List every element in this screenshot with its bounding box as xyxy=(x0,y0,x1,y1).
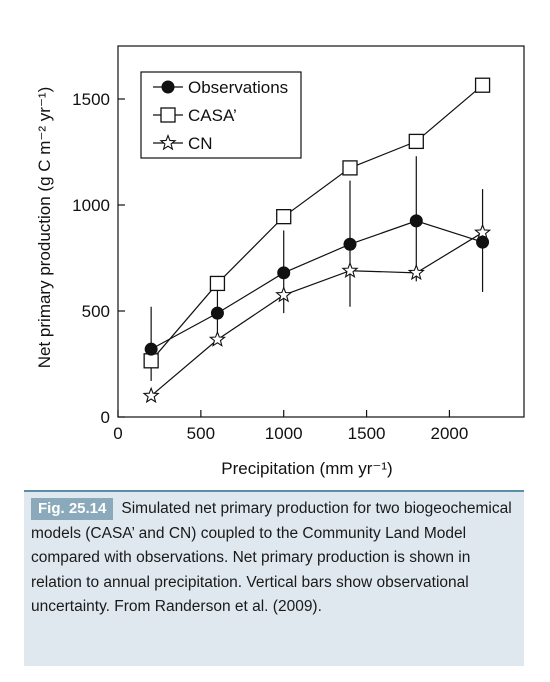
data-point xyxy=(408,133,424,150)
data-point xyxy=(476,235,490,249)
x-tick-label: 1000 xyxy=(265,424,303,443)
npp-chart: 0 500 1000 1500 2000 0 500 1000 1500 Precipitatio… xyxy=(35,45,525,478)
caption-text: Simulated net primary production for two… xyxy=(31,500,512,615)
data-point xyxy=(142,386,160,404)
legend-entry: Observations xyxy=(188,78,288,97)
x-tick-label: 1500 xyxy=(348,424,386,443)
legend-marker xyxy=(159,133,177,151)
y-axis-label: Net primary production (g C m⁻² yr⁻¹) xyxy=(35,87,54,369)
legend-marker xyxy=(160,107,176,123)
data-point xyxy=(341,261,359,279)
data-point xyxy=(474,77,491,93)
data-point xyxy=(209,275,226,292)
y-tick-label: 1500 xyxy=(72,90,110,109)
legend-entry: CN xyxy=(188,134,213,153)
figure-caption: Fig. 25.14 Simulated net primary producti… xyxy=(24,490,524,666)
x-tick-label: 2000 xyxy=(431,424,469,443)
data-point xyxy=(277,266,291,280)
x-axis-label: Precipitation (mm yr⁻¹) xyxy=(221,459,392,478)
data-point xyxy=(208,330,227,347)
data-point xyxy=(275,286,293,303)
y-tick-label: 500 xyxy=(82,302,110,321)
data-point xyxy=(342,160,358,176)
plot-frame xyxy=(117,45,525,418)
data-point xyxy=(210,306,224,320)
y-tick-label: 1000 xyxy=(72,196,110,215)
series-line-1 xyxy=(150,84,483,362)
x-tick-label: 0 xyxy=(113,424,122,443)
data-point xyxy=(276,209,292,225)
series-line-2 xyxy=(150,232,483,397)
legend-marker xyxy=(161,80,175,94)
data-point xyxy=(343,237,357,251)
series-line-0 xyxy=(150,220,483,350)
legend-entry: CASA’ xyxy=(188,106,237,125)
data-point xyxy=(407,263,425,281)
y-tick-label: 0 xyxy=(101,408,110,427)
figure-label: Fig. 25.14 xyxy=(31,498,114,520)
data-point xyxy=(143,353,159,369)
data-point xyxy=(409,214,423,228)
data-point xyxy=(144,342,158,356)
x-tick-label: 500 xyxy=(187,424,215,443)
